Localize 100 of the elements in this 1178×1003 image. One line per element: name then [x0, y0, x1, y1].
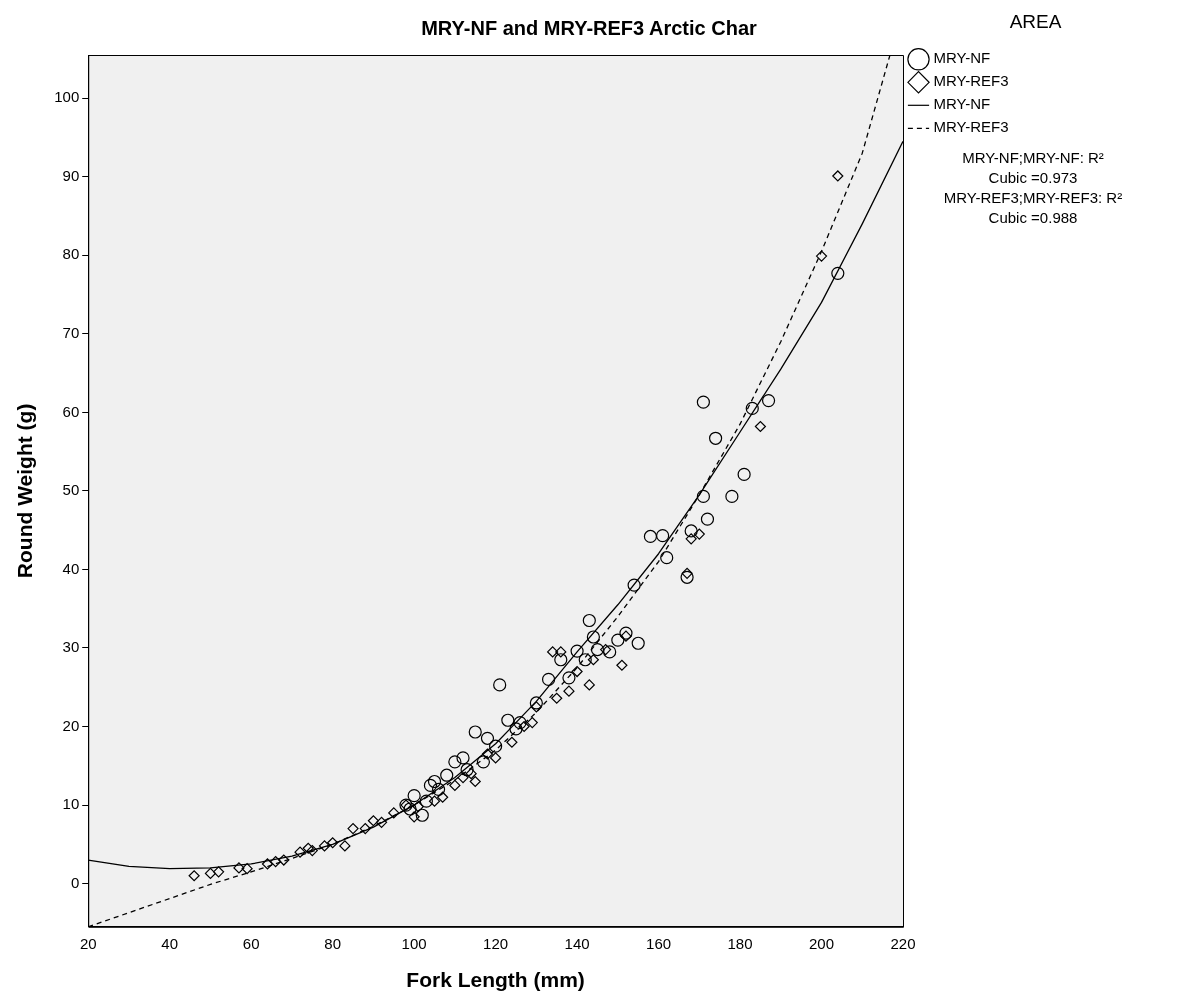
- point: [611, 633, 625, 647]
- point: [407, 789, 421, 803]
- x-tick-label: 140: [564, 934, 590, 952]
- y-tick-label: 50: [62, 481, 80, 499]
- point: [388, 807, 400, 819]
- point: [233, 862, 245, 874]
- point: [555, 646, 567, 658]
- x-tick-label: 20: [79, 934, 97, 952]
- point: [700, 512, 715, 526]
- point: [437, 791, 449, 803]
- legend-label: MRY-NF: [933, 95, 991, 113]
- point: [754, 420, 767, 433]
- point: [493, 678, 507, 692]
- point: [204, 867, 217, 879]
- point: [509, 722, 523, 736]
- y-tick-label: 20: [62, 716, 80, 734]
- point: [261, 858, 274, 870]
- legend-title: AREA: [1009, 10, 1062, 32]
- x-tick-label: 160: [646, 934, 672, 952]
- point: [631, 636, 645, 650]
- point: [469, 775, 481, 788]
- point: [530, 701, 542, 713]
- y-tick-label: 0: [70, 873, 80, 891]
- point: [578, 653, 592, 667]
- point: [696, 489, 710, 503]
- point: [302, 842, 314, 854]
- point: [460, 763, 474, 777]
- point: [327, 837, 339, 849]
- point: [681, 567, 693, 579]
- point: [367, 815, 379, 827]
- y-tick-label: 30: [62, 638, 80, 656]
- chart-title: MRY-NF and MRY-REF3 Arctic Char: [421, 16, 758, 39]
- x-tick-label: 120: [483, 934, 509, 952]
- point: [541, 672, 556, 686]
- point: [480, 731, 495, 745]
- x-tick-label: 40: [161, 934, 179, 952]
- point: [832, 170, 844, 182]
- point: [419, 794, 433, 808]
- point: [294, 846, 306, 858]
- point: [501, 713, 515, 727]
- point: [570, 644, 584, 658]
- point: [529, 696, 543, 710]
- point: [620, 630, 632, 642]
- point: [761, 393, 776, 408]
- point: [684, 524, 698, 538]
- point: [465, 768, 477, 780]
- point: [619, 626, 633, 640]
- point: [554, 653, 568, 667]
- point: [660, 551, 674, 565]
- legend-label: MRY-REF3: [933, 118, 1009, 136]
- x-axis-title: Fork Length (mm): [406, 968, 585, 992]
- point: [603, 645, 617, 659]
- point: [518, 720, 530, 733]
- point: [563, 685, 575, 697]
- point: [680, 570, 694, 584]
- point: [693, 528, 705, 540]
- point: [551, 692, 563, 704]
- point: [696, 395, 710, 409]
- point: [318, 840, 331, 852]
- point: [627, 578, 641, 592]
- point: [583, 679, 595, 691]
- point: [278, 854, 290, 866]
- x-tick-label: 220: [890, 934, 916, 952]
- point: [188, 870, 200, 882]
- point: [643, 529, 658, 544]
- point: [415, 808, 429, 822]
- point: [427, 774, 442, 789]
- text: MRY-NF;MRY-NF: R² Cubic =0.973: [962, 149, 1104, 187]
- x-tick-label: 180: [727, 934, 753, 952]
- point: [590, 642, 605, 657]
- point: [408, 811, 420, 823]
- point: [270, 856, 282, 868]
- legend-label: MRY-REF3: [933, 72, 1009, 90]
- point: [685, 533, 697, 545]
- point: [456, 751, 470, 765]
- point: [375, 816, 388, 828]
- point: [212, 866, 225, 878]
- point: [448, 755, 462, 769]
- point: [431, 782, 446, 796]
- point: [449, 779, 461, 792]
- point: [506, 736, 518, 748]
- y-tick-label: 80: [62, 245, 80, 263]
- point: [306, 845, 318, 857]
- point: [571, 665, 583, 678]
- x-tick-label: 60: [242, 934, 260, 952]
- y-tick-label: 70: [62, 323, 80, 341]
- point: [600, 643, 612, 656]
- point: [468, 725, 482, 739]
- x-tick-label: 100: [401, 934, 427, 952]
- point: [428, 795, 441, 807]
- y-tick-label: 10: [62, 795, 80, 813]
- point: [339, 840, 351, 852]
- point: [359, 823, 371, 835]
- y-tick-label: 100: [54, 88, 80, 106]
- legend-label: MRY-NF: [933, 49, 991, 67]
- point: [831, 266, 845, 280]
- point: [423, 778, 438, 793]
- point: [440, 768, 454, 782]
- point: [737, 467, 751, 482]
- point: [241, 863, 253, 875]
